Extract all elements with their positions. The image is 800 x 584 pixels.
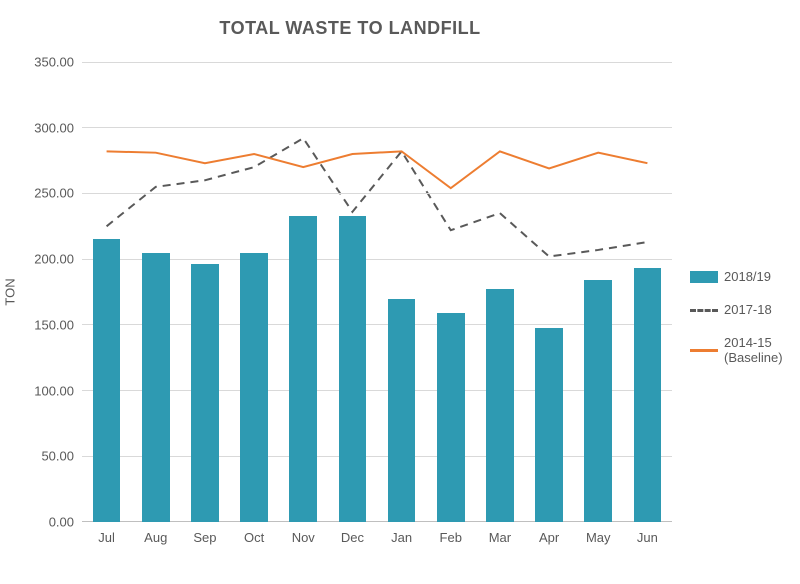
x-tick-label: Jun (637, 522, 658, 545)
legend-label: 2017-18 (724, 303, 772, 318)
bar (535, 328, 563, 523)
y-tick-label: 250.00 (34, 186, 82, 201)
y-tick-label: 100.00 (34, 383, 82, 398)
x-tick-label: Nov (292, 522, 315, 545)
legend-swatch-line (690, 309, 718, 312)
bar (191, 264, 219, 522)
waste-landfill-chart: TOTAL WASTE TO LANDFILL TON 0.0050.00100… (0, 0, 800, 584)
y-tick-label: 50.00 (41, 449, 82, 464)
bar (93, 239, 121, 522)
x-tick-label: Aug (144, 522, 167, 545)
x-tick-label: Mar (489, 522, 511, 545)
plot-area: 0.0050.00100.00150.00200.00250.00300.003… (82, 62, 672, 522)
gridline (82, 62, 672, 63)
bar (289, 216, 317, 522)
y-tick-label: 350.00 (34, 55, 82, 70)
legend-item: 2014-15(Baseline) (690, 336, 783, 366)
y-axis-label: TON (3, 278, 18, 305)
bar (240, 253, 268, 522)
legend-label: 2018/19 (724, 270, 771, 285)
legend-swatch-bar (690, 271, 718, 283)
y-tick-label: 200.00 (34, 252, 82, 267)
bar (634, 268, 662, 522)
gridline (82, 193, 672, 194)
line-series-2017-18 (107, 138, 648, 256)
x-tick-label: Apr (539, 522, 559, 545)
x-tick-label: Jul (98, 522, 115, 545)
legend-swatch-line (690, 349, 718, 352)
legend-item: 2017-18 (690, 303, 783, 318)
chart-title: TOTAL WASTE TO LANDFILL (0, 18, 700, 39)
x-tick-label: Feb (440, 522, 462, 545)
bar (584, 280, 612, 522)
x-tick-label: Jan (391, 522, 412, 545)
bar (437, 313, 465, 522)
bar (388, 299, 416, 522)
legend: 2018/19 2017-18 2014-15(Baseline) (690, 270, 783, 384)
bar (339, 216, 367, 522)
x-tick-label: Sep (193, 522, 216, 545)
bar (486, 289, 514, 522)
y-tick-label: 300.00 (34, 120, 82, 135)
bar (142, 253, 170, 522)
gridline (82, 127, 672, 128)
line-series-2014-15-baseline (107, 151, 648, 188)
legend-label: 2014-15(Baseline) (724, 336, 783, 366)
y-tick-label: 0.00 (49, 515, 82, 530)
legend-item: 2018/19 (690, 270, 783, 285)
x-tick-label: Dec (341, 522, 364, 545)
y-tick-label: 150.00 (34, 317, 82, 332)
x-tick-label: Oct (244, 522, 264, 545)
x-tick-label: May (586, 522, 611, 545)
gridline (82, 259, 672, 260)
